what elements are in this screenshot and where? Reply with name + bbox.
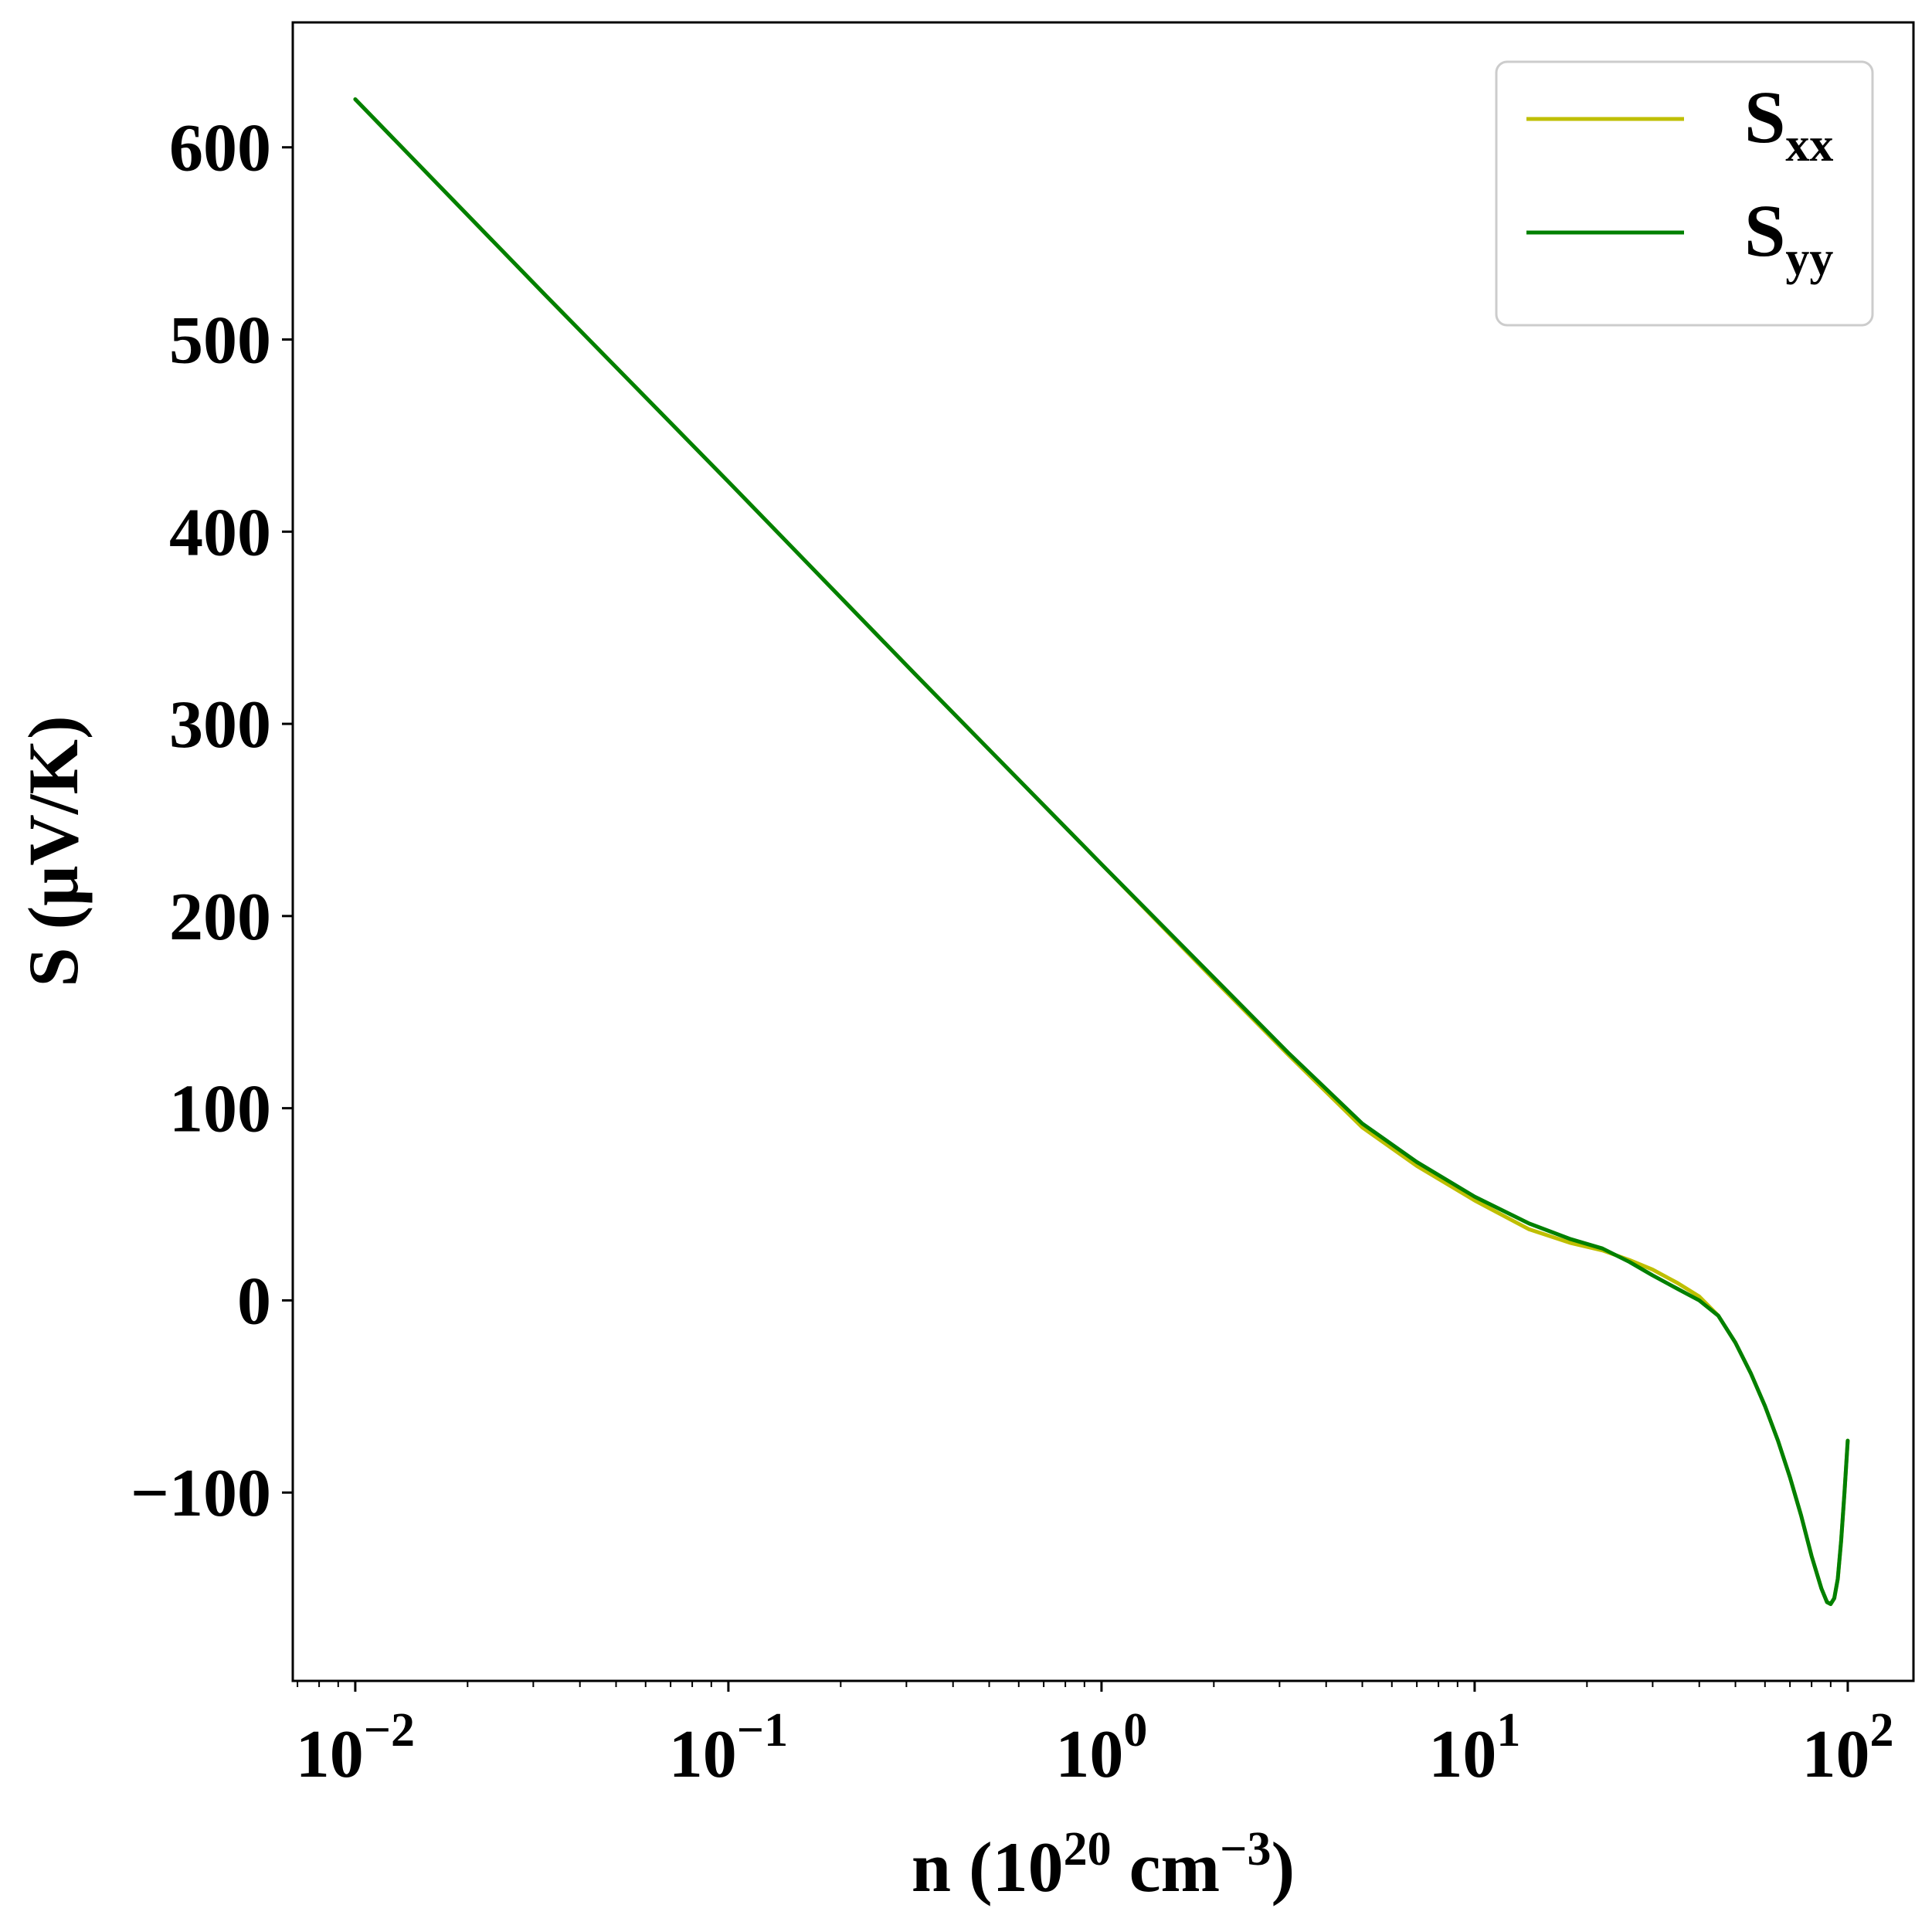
x-tick-label: 10−1 [669,1704,788,1792]
legend-label-sxx: Sxx [1744,76,1833,171]
y-tick-label: 300 [169,688,271,762]
x-tick-label: 101 [1428,1704,1520,1792]
x-axis-label: n (1020 cm−3) [912,1823,1295,1906]
y-tick-label: 600 [169,111,271,186]
x-tick-label: 100 [1055,1704,1147,1792]
legend-box [1495,60,1874,327]
y-tick-label: 200 [169,880,271,955]
y-tick-label: 0 [237,1264,271,1339]
y-tick-label: 400 [169,495,271,570]
legend: Sxx Syy [1495,60,1874,327]
legend-label-syy: Syy [1744,189,1833,285]
y-tick-label: −100 [131,1456,271,1531]
y-tick-label: 500 [169,303,271,378]
plot-area [353,97,1850,1606]
x-tick-label: 10−2 [296,1704,415,1792]
axis-ticks: −100 0 100 200 300 400 500 600 10−2 10−1 100 101 102 [131,111,1894,1792]
axes-frame [291,21,1915,1682]
x-tick-label: 102 [1801,1704,1893,1792]
y-axis-label: S (μV/K) [14,715,93,986]
y-tick-label: 100 [169,1072,271,1147]
series-line-syy [353,97,1850,1606]
